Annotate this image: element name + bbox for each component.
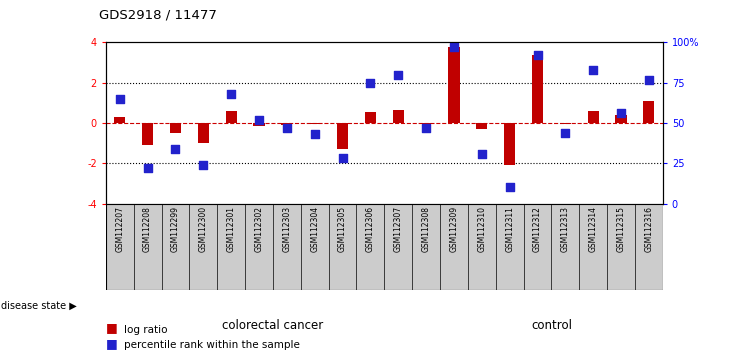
Text: GSM112306: GSM112306: [366, 206, 375, 252]
Text: control: control: [531, 319, 572, 332]
Point: [309, 131, 320, 137]
Bar: [309, 123, 320, 124]
Text: GSM112305: GSM112305: [338, 206, 347, 252]
Bar: [476, 123, 488, 129]
Point: [364, 80, 376, 86]
Text: GSM112301: GSM112301: [227, 206, 236, 252]
Text: GSM112304: GSM112304: [310, 206, 319, 252]
Text: GSM112309: GSM112309: [450, 206, 458, 252]
Point: [142, 165, 153, 171]
Point: [337, 156, 348, 161]
Bar: [532, 55, 543, 123]
Bar: [420, 123, 431, 124]
Point: [114, 96, 126, 102]
Bar: [142, 123, 153, 145]
Text: colorectal cancer: colorectal cancer: [223, 319, 323, 332]
Point: [169, 146, 181, 152]
Text: GSM112310: GSM112310: [477, 206, 486, 252]
Point: [504, 185, 515, 190]
Text: GSM112313: GSM112313: [561, 206, 570, 252]
Bar: [448, 46, 460, 123]
Text: GSM112308: GSM112308: [422, 206, 431, 252]
Bar: [393, 110, 404, 123]
Point: [448, 45, 460, 50]
Point: [615, 110, 627, 116]
Point: [281, 125, 293, 131]
Text: GSM112316: GSM112316: [645, 206, 653, 252]
Text: GSM112307: GSM112307: [393, 206, 403, 252]
Text: log ratio: log ratio: [124, 325, 168, 335]
Bar: [170, 123, 181, 133]
Text: GSM112303: GSM112303: [283, 206, 291, 252]
Text: ■: ■: [106, 321, 118, 335]
Text: GSM112299: GSM112299: [171, 206, 180, 252]
Point: [198, 162, 210, 168]
Point: [226, 91, 237, 97]
Bar: [643, 101, 655, 123]
Bar: [365, 112, 376, 123]
Bar: [114, 117, 126, 123]
Bar: [504, 123, 515, 165]
Text: GSM112315: GSM112315: [617, 206, 626, 252]
Point: [253, 117, 265, 122]
Text: GSM112300: GSM112300: [199, 206, 208, 252]
Bar: [560, 123, 571, 124]
Point: [531, 52, 543, 58]
Text: GSM112302: GSM112302: [255, 206, 264, 252]
Point: [643, 77, 655, 82]
Text: GSM112311: GSM112311: [505, 206, 514, 252]
Text: percentile rank within the sample: percentile rank within the sample: [124, 340, 300, 350]
Point: [420, 125, 432, 131]
Text: GSM112314: GSM112314: [588, 206, 598, 252]
Text: GSM112208: GSM112208: [143, 206, 152, 252]
Text: ■: ■: [106, 337, 118, 350]
Text: GSM112312: GSM112312: [533, 206, 542, 252]
Point: [559, 130, 571, 136]
Bar: [198, 123, 209, 143]
Bar: [281, 123, 293, 125]
Bar: [226, 111, 237, 123]
Bar: [615, 115, 626, 123]
Text: GSM112207: GSM112207: [115, 206, 124, 252]
Text: GDS2918 / 11477: GDS2918 / 11477: [99, 8, 216, 21]
Bar: [588, 111, 599, 123]
Bar: [253, 123, 264, 126]
Point: [393, 72, 404, 78]
Point: [476, 151, 488, 156]
Text: disease state ▶: disease state ▶: [1, 301, 77, 311]
Bar: [337, 123, 348, 149]
Point: [588, 67, 599, 73]
